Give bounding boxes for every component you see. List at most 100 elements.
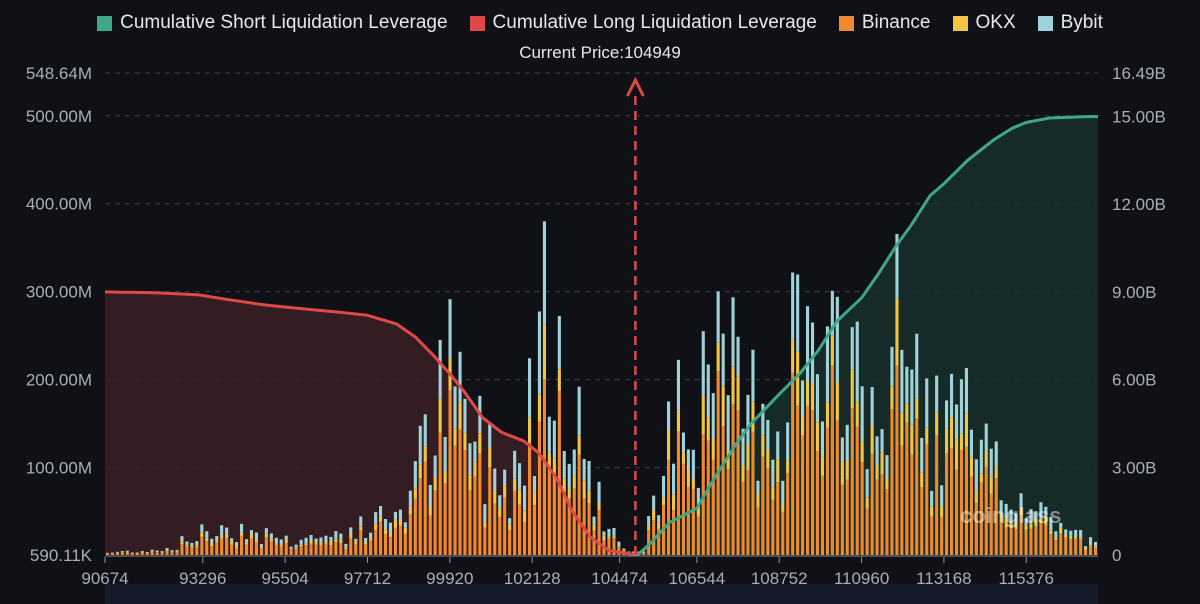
bar-bybit (259, 544, 263, 547)
bar-bybit (647, 516, 651, 526)
bar-okx (781, 504, 785, 512)
bar-bybit (662, 475, 666, 498)
bar-binance (855, 426, 859, 555)
bar-binance (915, 418, 919, 555)
bar-bybit (706, 364, 710, 418)
bar-binance (830, 365, 834, 555)
legend-item-okx[interactable]: OKX (952, 12, 1016, 34)
bar-okx (940, 506, 944, 517)
bar-bybit (473, 441, 477, 462)
bar-binance (835, 420, 839, 555)
x-tick-label: 102128 (504, 569, 561, 588)
x-axis: 90674 93296 95504 97712 99920 102128 104474 106… (81, 555, 1098, 604)
legend-item-long[interactable]: Cumulative Long Liquidation Leverage (469, 12, 817, 34)
bar-okx (796, 351, 800, 406)
bar-binance (686, 486, 690, 555)
bar-binance (523, 522, 527, 555)
bar-okx (403, 527, 407, 534)
bar-binance (542, 379, 546, 555)
bar-bybit (959, 379, 963, 434)
bar-binance (647, 529, 651, 555)
bar-bybit (1029, 509, 1033, 524)
bar-okx (532, 491, 536, 506)
bar-okx (716, 342, 720, 372)
bar-bybit (185, 541, 189, 545)
bar-okx (329, 542, 333, 546)
bar-bybit (1034, 511, 1038, 519)
bar-binance (776, 482, 780, 555)
bar-binance (950, 448, 954, 555)
y-right-tick-label: 12.00B (1112, 195, 1166, 214)
bar-bybit (557, 316, 561, 370)
bar-bybit (384, 519, 388, 530)
bar-bybit (602, 531, 606, 536)
bar-bybit (205, 531, 209, 538)
bar-binance (230, 544, 234, 555)
bar-okx (175, 551, 179, 553)
bar-bybit (840, 437, 844, 462)
bar-bybit (905, 366, 909, 404)
bar-okx (542, 324, 546, 380)
bar-bybit (1064, 529, 1068, 535)
bar-okx (398, 518, 402, 526)
bar-binance (115, 553, 119, 555)
legend-item-short[interactable]: Cumulative Short Liquidation Leverage (97, 12, 448, 34)
bar-binance (761, 456, 765, 555)
bar-okx (632, 552, 636, 554)
bar-okx (1079, 537, 1083, 540)
bar-bybit (652, 495, 656, 510)
bar-binance (493, 503, 497, 555)
bar-bybit (523, 485, 527, 511)
bar-bybit (344, 543, 348, 548)
bar-binance (940, 516, 944, 555)
legend-item-binance[interactable]: Binance (838, 12, 931, 34)
bar-bybit (572, 449, 576, 476)
bar-okx (1069, 535, 1073, 540)
bar-bybit (657, 515, 661, 523)
bar-okx (319, 542, 323, 546)
bar-binance (890, 409, 894, 555)
bar-binance (820, 475, 824, 555)
bar-okx (220, 535, 224, 539)
bar-bybit (865, 469, 869, 498)
x-tick-label: 113168 (916, 569, 971, 588)
bar-bybit (612, 528, 616, 536)
bar-binance (711, 459, 715, 555)
bar-okx (354, 541, 358, 544)
bar-binance (989, 493, 993, 555)
cumulative-areas (105, 116, 1098, 555)
bar-okx (1049, 530, 1053, 534)
bar-bybit (811, 322, 815, 385)
bar-okx (503, 485, 507, 498)
bar-bybit (731, 297, 735, 367)
bar-okx (865, 497, 869, 509)
bar-okx (443, 472, 447, 484)
bar-okx (567, 488, 571, 499)
bar-okx (453, 428, 457, 446)
bar-okx (314, 542, 318, 545)
bar-bybit (845, 424, 849, 461)
bar-bybit (528, 358, 532, 418)
bar-okx (572, 475, 576, 489)
bar-binance (672, 510, 676, 555)
legend-item-bybit[interactable]: Bybit (1037, 12, 1103, 34)
bar-binance (349, 538, 353, 555)
bar-okx (180, 541, 184, 544)
bar-bybit (999, 500, 1003, 514)
bar-binance (344, 549, 348, 555)
bar-bybit (686, 449, 690, 470)
bar-binance (721, 426, 725, 555)
bar-binance (557, 391, 561, 555)
bar-okx (274, 543, 278, 545)
bar-bybit (825, 326, 829, 403)
y-right-tick-label: 16.49B (1112, 64, 1166, 83)
bar-binance (259, 548, 263, 555)
bar-okx (210, 543, 214, 546)
bar-okx (895, 298, 899, 366)
bar-okx (557, 369, 561, 392)
bar-okx (438, 399, 442, 433)
bar-bybit (547, 416, 551, 453)
bar-okx (1054, 537, 1058, 540)
bar-okx (786, 460, 790, 474)
bar-bybit (190, 542, 194, 546)
